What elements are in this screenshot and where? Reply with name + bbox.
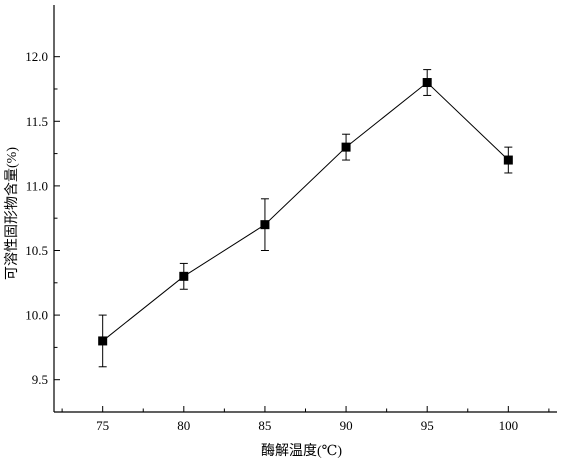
x-tick-label: 75 xyxy=(96,418,109,433)
x-axis-title: 酶解温度(℃) xyxy=(261,443,342,459)
y-tick-label: 11.0 xyxy=(26,178,48,193)
x-tick-label: 95 xyxy=(421,418,434,433)
data-point xyxy=(260,220,270,230)
x-tick-label: 80 xyxy=(177,418,190,433)
data-point xyxy=(422,78,432,88)
data-point xyxy=(98,336,108,346)
data-point xyxy=(341,142,351,152)
series-group xyxy=(98,69,513,368)
series-line xyxy=(102,81,509,342)
x-tick-label: 90 xyxy=(340,418,353,433)
data-point xyxy=(179,271,189,281)
x-tick-label: 85 xyxy=(258,418,271,433)
y-axis-title: 可溶性固形物含量(%) xyxy=(4,147,20,280)
y-tick-label: 10.5 xyxy=(25,243,48,258)
axes-group: 9.5 10.0 10.5 11.0 11.5 12.0 75 80 85 90 95 100 xyxy=(25,5,557,433)
y-tick-label: 12.0 xyxy=(25,49,48,64)
x-tick-label: 100 xyxy=(499,418,519,433)
y-tick-label: 10.0 xyxy=(25,308,48,323)
y-tick-label: 9.5 xyxy=(32,372,48,387)
y-tick-label: 11.5 xyxy=(26,114,48,129)
data-point xyxy=(503,155,513,165)
